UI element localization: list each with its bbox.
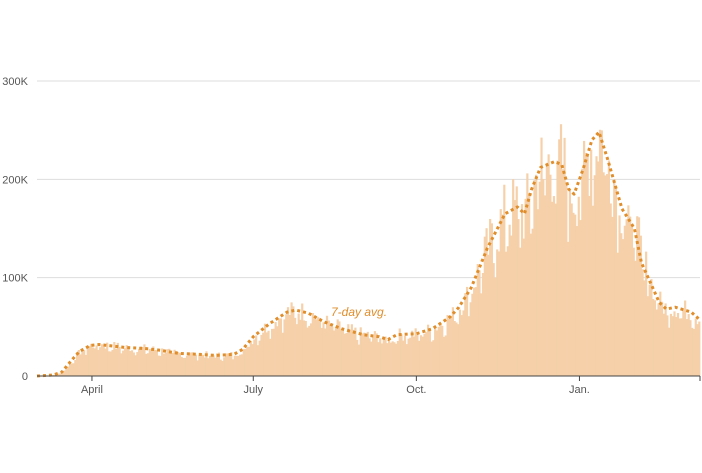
daily-bars xyxy=(39,124,701,376)
avg-label: 7-day avg. xyxy=(331,305,387,319)
y-tick-label: 100K xyxy=(2,273,28,285)
axes: April July Oct. Jan. xyxy=(37,376,700,396)
x-tick-label: Oct. xyxy=(406,384,426,396)
y-tick-label: 200K xyxy=(2,174,28,186)
x-tick-label: Jan. xyxy=(569,384,590,396)
daily-bar xyxy=(698,322,700,376)
x-tick-label: April xyxy=(81,384,103,396)
x-tick-label: July xyxy=(243,384,263,396)
y-tick-label: 0 xyxy=(22,371,28,383)
y-tick-label: 300K xyxy=(2,76,28,88)
